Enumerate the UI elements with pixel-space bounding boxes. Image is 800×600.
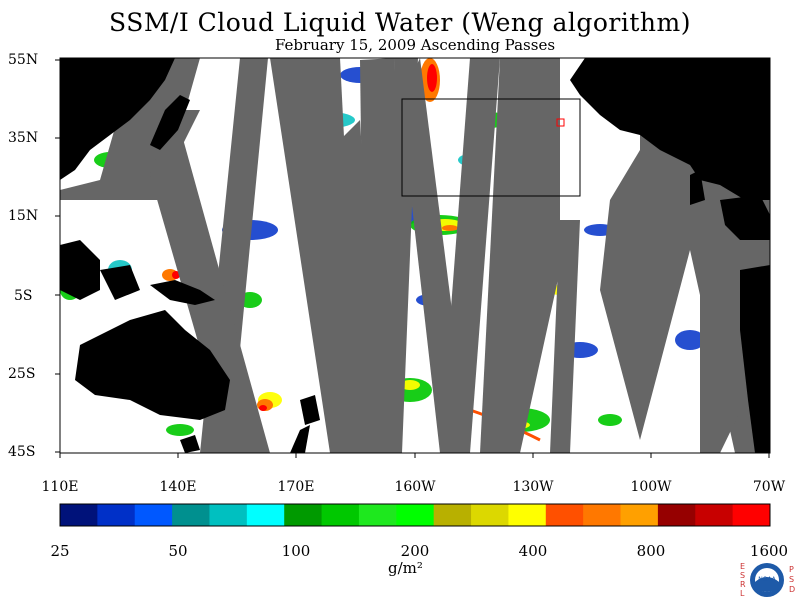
logo-psd-letter: D	[789, 585, 795, 594]
lon-label-100w: 100W	[630, 479, 672, 495]
colorbar-label-200: 200	[400, 542, 430, 560]
colorbar-label-1600: 1600	[749, 542, 789, 560]
colorbar-swatch	[321, 504, 360, 526]
lon-label-110e: 110E	[41, 479, 79, 495]
land-masses	[60, 58, 770, 453]
colorbar-label-400: 400	[518, 542, 548, 560]
chart-subtitle: February 15, 2009 Ascending Passes	[274, 36, 556, 54]
colorbar-swatch	[172, 504, 210, 526]
colorbar-frame	[59, 503, 771, 527]
lat-label-15n: 15N	[8, 208, 39, 224]
region-box	[401, 98, 581, 197]
colorbar-swatch	[246, 504, 285, 526]
colorbar-label-100: 100	[281, 542, 311, 560]
colorbar-swatch	[60, 504, 98, 526]
axis-ticks	[55, 59, 770, 458]
logo-esrl-letter: R	[740, 580, 746, 589]
colorbar-swatch	[657, 504, 696, 526]
logo-psd-letter: S	[789, 575, 794, 584]
colorbar-swatch	[284, 504, 323, 526]
colorbar-swatch	[695, 504, 734, 526]
colorbar-label-50: 50	[168, 542, 188, 560]
colorbar-swatch	[471, 504, 509, 526]
lon-label-140e: 140E	[159, 479, 197, 495]
lon-label-130w: 130W	[512, 479, 554, 495]
colorbar	[60, 504, 771, 526]
chart-title: SSM/I Cloud Liquid Water (Weng algorithm…	[109, 8, 691, 37]
lon-label-160w: 160W	[394, 479, 436, 495]
logo-noaa-text: NOAA	[758, 576, 776, 583]
colorbar-swatch	[134, 504, 173, 526]
colorbar-swatch	[97, 504, 136, 526]
colorbar-swatch	[358, 504, 397, 526]
lat-label-45s: 45S	[8, 444, 36, 460]
logo-esrl-letter: L	[740, 589, 745, 598]
colorbar-units: g/m²	[388, 559, 423, 577]
lat-label-35n: 35N	[8, 130, 39, 146]
colorbar-label-25: 25	[50, 542, 70, 560]
colorbar-swatch	[545, 504, 584, 526]
logo-esrl-letter: S	[740, 571, 745, 580]
colorbar-swatch	[209, 504, 248, 526]
lon-label-70w: 70W	[752, 479, 786, 495]
colorbar-swatch	[620, 504, 659, 526]
lat-label-55n: 55N	[8, 52, 39, 68]
colorbar-swatch	[732, 504, 771, 526]
colorbar-swatch	[396, 504, 435, 526]
lat-label-5s: 5S	[14, 288, 33, 304]
lat-label-25s: 25S	[8, 366, 36, 382]
location-marker	[556, 118, 565, 127]
colorbar-swatch	[433, 504, 472, 526]
colorbar-label-800: 800	[636, 542, 666, 560]
logo-esrl-letter: E	[740, 562, 745, 571]
colorbar-swatch	[508, 504, 547, 526]
lon-label-170e: 170E	[277, 479, 315, 495]
logo-psd-letter: P	[789, 565, 794, 574]
colorbar-swatch	[583, 504, 622, 526]
